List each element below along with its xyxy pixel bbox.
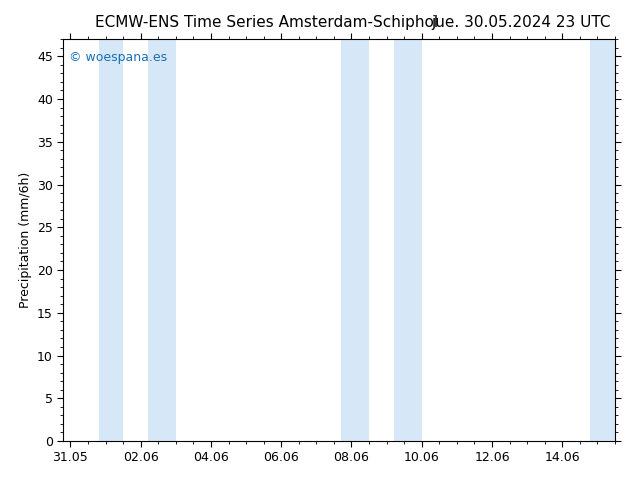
Bar <box>98 39 123 441</box>
Text: © woespana.es: © woespana.es <box>69 51 167 64</box>
Bar <box>341 39 369 441</box>
Y-axis label: Precipitation (mm/6h): Precipitation (mm/6h) <box>18 172 32 308</box>
Bar <box>394 39 422 441</box>
Text: ECMW-ENS Time Series Amsterdam-Schiphol: ECMW-ENS Time Series Amsterdam-Schiphol <box>95 15 438 30</box>
Bar <box>590 39 615 441</box>
Bar <box>148 39 176 441</box>
Text: jue. 30.05.2024 23 UTC: jue. 30.05.2024 23 UTC <box>431 15 611 30</box>
